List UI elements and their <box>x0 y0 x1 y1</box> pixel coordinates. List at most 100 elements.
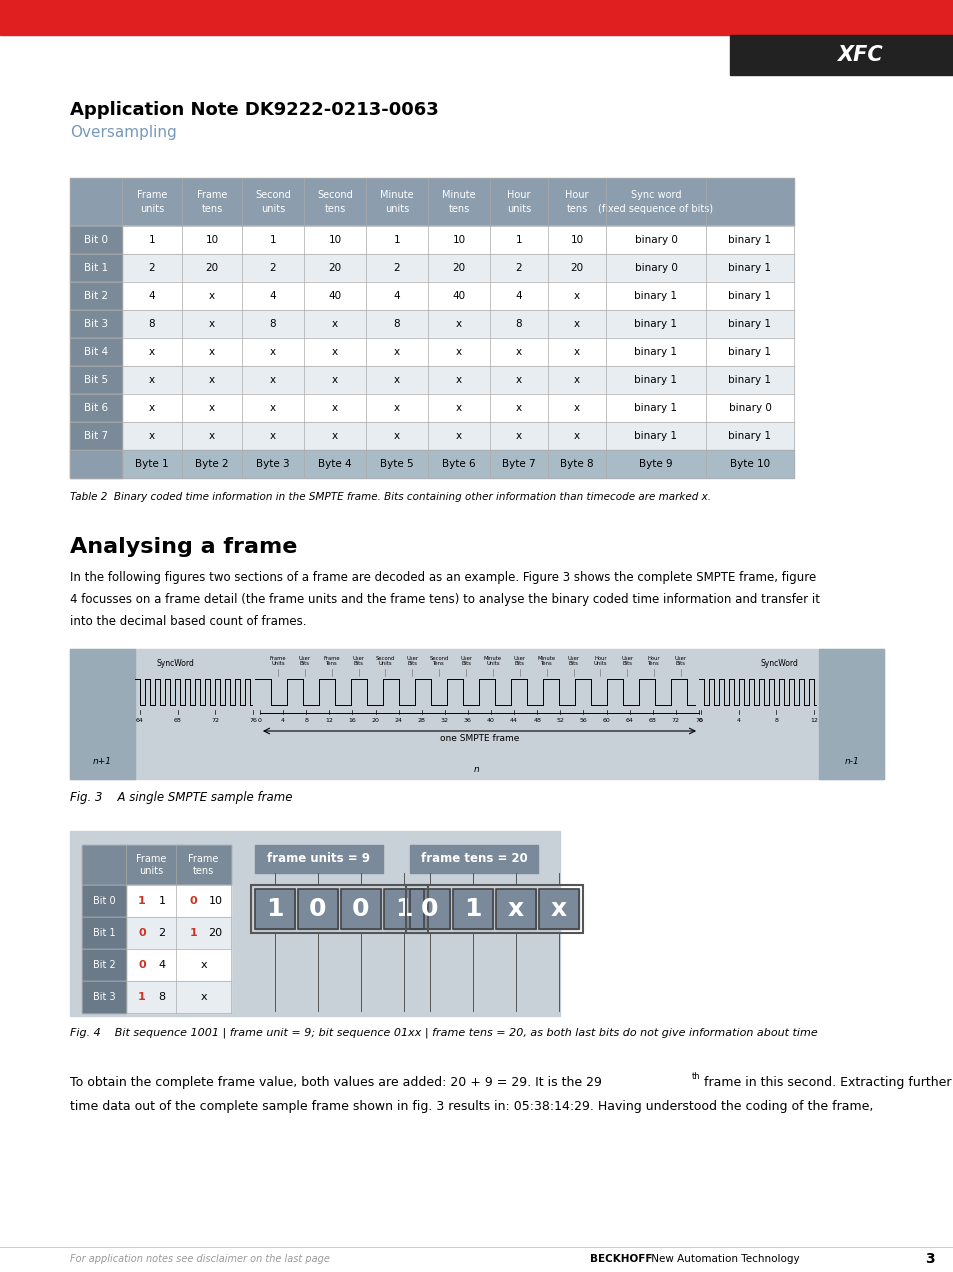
Text: 1: 1 <box>149 235 155 245</box>
Bar <box>82 917 126 949</box>
Text: binary 1: binary 1 <box>728 347 771 357</box>
Text: 20: 20 <box>328 263 341 273</box>
Text: Byte 2: Byte 2 <box>195 459 229 469</box>
Text: binary 0: binary 0 <box>634 263 677 273</box>
Text: New Automation Technology: New Automation Technology <box>647 1254 799 1264</box>
Bar <box>70 310 122 338</box>
Text: BECKHOFF: BECKHOFF <box>589 1254 652 1264</box>
Text: 0: 0 <box>138 960 146 971</box>
Bar <box>70 394 122 422</box>
Text: x: x <box>149 403 155 413</box>
Text: 4: 4 <box>149 291 155 301</box>
Text: 40: 40 <box>328 291 341 301</box>
Bar <box>340 889 380 929</box>
Text: Frame
Tens: Frame Tens <box>323 656 339 667</box>
Text: 48: 48 <box>533 717 540 722</box>
Text: 4: 4 <box>736 717 740 722</box>
Text: binary 1: binary 1 <box>728 431 771 441</box>
Bar <box>254 845 382 873</box>
Text: 1: 1 <box>266 897 283 921</box>
Text: x: x <box>574 291 579 301</box>
Bar <box>70 649 135 778</box>
Text: x: x <box>456 347 461 357</box>
Text: 64: 64 <box>625 717 633 722</box>
Text: 4: 4 <box>270 291 276 301</box>
Bar <box>82 845 231 885</box>
Text: x: x <box>516 431 521 441</box>
Bar <box>82 885 231 917</box>
Bar <box>82 949 126 981</box>
Text: User
Bits: User Bits <box>620 656 633 667</box>
Text: User
Bits: User Bits <box>459 656 472 667</box>
Text: 44: 44 <box>510 717 517 722</box>
Text: Byte 8: Byte 8 <box>559 459 593 469</box>
Text: frame tens = 20: frame tens = 20 <box>420 852 527 865</box>
Text: 20: 20 <box>570 263 583 273</box>
Text: x: x <box>270 375 275 385</box>
Bar <box>82 981 231 1013</box>
Text: 8: 8 <box>304 717 308 722</box>
Text: binary 1: binary 1 <box>634 403 677 413</box>
Text: x: x <box>200 960 207 971</box>
Text: Frame
units: Frame units <box>136 191 167 214</box>
Text: binary 1: binary 1 <box>634 347 677 357</box>
Text: Minute
tens: Minute tens <box>442 191 476 214</box>
Text: 8: 8 <box>158 992 166 1002</box>
Text: 40: 40 <box>452 291 465 301</box>
Text: Sync word
(fixed sequence of bits): Sync word (fixed sequence of bits) <box>598 191 713 214</box>
Text: x: x <box>574 403 579 413</box>
Text: 4: 4 <box>281 717 285 722</box>
Bar <box>70 178 793 226</box>
Text: Second
tens: Second tens <box>316 191 353 214</box>
Text: Byte 4: Byte 4 <box>318 459 352 469</box>
Text: frame units = 9: frame units = 9 <box>267 852 370 865</box>
Text: Byte 7: Byte 7 <box>501 459 536 469</box>
Bar <box>70 226 122 254</box>
Text: Bit 2: Bit 2 <box>92 960 115 971</box>
Text: 10: 10 <box>452 235 465 245</box>
Text: XFC: XFC <box>836 45 882 65</box>
Text: x: x <box>209 431 214 441</box>
Text: binary 0: binary 0 <box>728 403 771 413</box>
Text: frame in this second. Extracting further: frame in this second. Extracting further <box>700 1076 950 1089</box>
Text: 8: 8 <box>774 717 778 722</box>
Text: binary 1: binary 1 <box>634 319 677 329</box>
Text: Second
Tens: Second Tens <box>429 656 449 667</box>
Text: x: x <box>574 319 579 329</box>
Text: x: x <box>332 403 337 413</box>
Text: binary 1: binary 1 <box>728 375 771 385</box>
Text: 0: 0 <box>421 897 438 921</box>
Text: binary 1: binary 1 <box>634 375 677 385</box>
Text: x: x <box>332 319 337 329</box>
Bar <box>70 254 793 282</box>
Bar <box>70 226 793 254</box>
Text: 10: 10 <box>328 235 341 245</box>
Bar <box>496 889 536 929</box>
Text: x: x <box>209 291 214 301</box>
Text: th: th <box>691 1072 700 1081</box>
Text: 8: 8 <box>516 319 521 329</box>
Bar <box>406 885 582 932</box>
Text: n: n <box>474 764 479 773</box>
Text: Second
Units: Second Units <box>375 656 395 667</box>
Text: 8: 8 <box>270 319 276 329</box>
Text: x: x <box>209 375 214 385</box>
Bar <box>70 422 122 450</box>
Text: Frame
Units: Frame Units <box>270 656 286 667</box>
Bar <box>70 422 793 450</box>
Text: x: x <box>394 347 399 357</box>
Bar <box>70 338 122 366</box>
Text: Bit 1: Bit 1 <box>84 263 108 273</box>
Text: User
Bits: User Bits <box>406 656 418 667</box>
Text: 12: 12 <box>325 717 333 722</box>
Text: SyncWord: SyncWord <box>156 659 193 668</box>
Text: one SMPTE frame: one SMPTE frame <box>439 734 518 743</box>
Text: 2: 2 <box>394 263 400 273</box>
Text: x: x <box>516 347 521 357</box>
Text: 8: 8 <box>149 319 155 329</box>
Text: Application Note DK9222-0213-0063: Application Note DK9222-0213-0063 <box>70 100 438 120</box>
Text: 1: 1 <box>395 897 413 921</box>
Text: Minute
Units: Minute Units <box>483 656 501 667</box>
Bar <box>453 889 493 929</box>
Text: For application notes see disclaimer on the last page: For application notes see disclaimer on … <box>70 1254 330 1264</box>
